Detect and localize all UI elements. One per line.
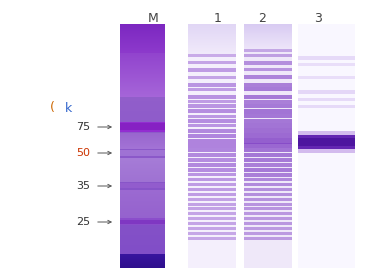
Text: M: M: [148, 11, 158, 25]
Text: 1: 1: [214, 11, 222, 25]
Text: 3: 3: [314, 11, 322, 25]
Text: 50: 50: [76, 148, 90, 158]
Text: k: k: [64, 102, 71, 114]
Text: (: (: [50, 102, 54, 114]
Text: 2: 2: [258, 11, 266, 25]
Text: 25: 25: [76, 217, 90, 227]
Text: 35: 35: [76, 181, 90, 191]
Text: 75: 75: [76, 122, 90, 132]
